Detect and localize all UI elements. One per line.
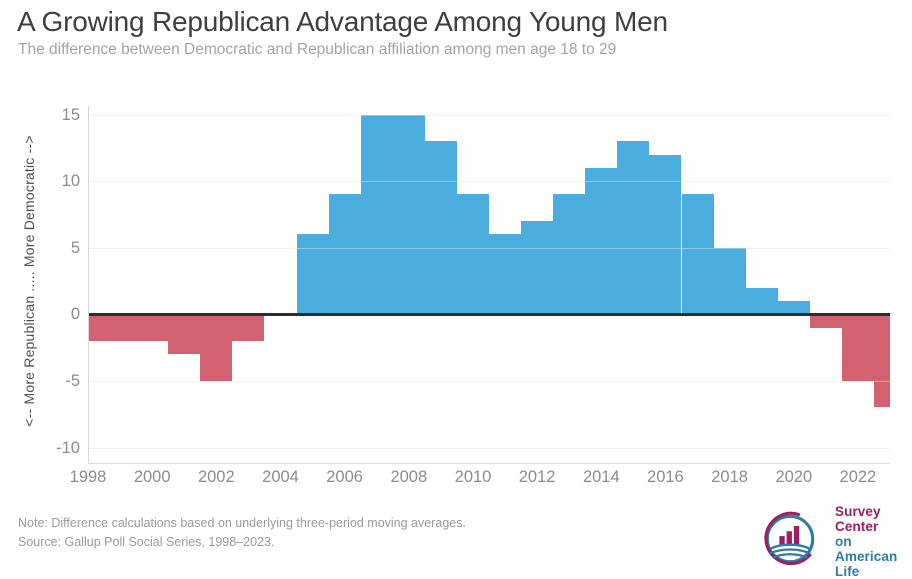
- bar-2016: [649, 154, 682, 315]
- bar-2014: [585, 167, 618, 315]
- x-tick-label-2010: 2010: [454, 468, 492, 486]
- bar-1998: [88, 314, 104, 341]
- logo-text: Survey Center on American Life: [835, 504, 912, 579]
- note-text: Note: Difference calculations based on u…: [18, 516, 466, 530]
- bar-2007: [360, 114, 393, 315]
- footer-notes: Note: Difference calculations based on u…: [18, 514, 466, 552]
- y-tick-label-5: 5: [70, 238, 80, 257]
- gridline-y10: [88, 181, 890, 183]
- x-tick-label-2006: 2006: [326, 468, 363, 486]
- bar-2017: [681, 194, 714, 315]
- bar-2013: [553, 194, 586, 315]
- gridline-y15: [88, 114, 890, 116]
- x-tick-label-2018: 2018: [711, 468, 748, 486]
- bar-2008: [392, 114, 425, 315]
- bar-chart-circle-logo-icon: [761, 510, 819, 573]
- bar-2005: [296, 234, 329, 315]
- survey-center-logo: Survey Center on American Life: [761, 504, 912, 579]
- y-axis-title: <-- More Republican ..... More Democrati…: [21, 135, 37, 427]
- bar-2001: [168, 314, 201, 355]
- bar-2010: [456, 194, 489, 315]
- gridline-over-y5: [88, 247, 890, 249]
- x-tick-label-2002: 2002: [197, 468, 235, 486]
- x-tick-label-2020: 2020: [775, 468, 813, 486]
- bar-2002: [200, 314, 233, 381]
- x-tick-label-2014: 2014: [582, 468, 620, 486]
- y-tick-label-0: 0: [70, 305, 80, 324]
- bar-2018: [713, 247, 746, 315]
- bar-2022: [841, 314, 874, 381]
- x-tick-label-2022: 2022: [839, 468, 877, 486]
- x-tick-label-2008: 2008: [390, 468, 428, 486]
- x-axis-line: [88, 463, 890, 464]
- bar-2009: [424, 141, 457, 315]
- logo-text-line2: on American Life: [835, 534, 898, 579]
- page-title: A Growing Republican Advantage Among You…: [17, 6, 668, 37]
- bar-2012: [521, 221, 554, 315]
- x-tick-label-2016: 2016: [647, 468, 684, 486]
- x-tick-label-1998: 1998: [69, 468, 107, 486]
- logo-text-line1: Survey Center: [835, 504, 881, 534]
- y-tick-label-10: 10: [61, 172, 80, 191]
- x-tick-label-2012: 2012: [518, 468, 556, 486]
- bar-2019: [745, 287, 778, 315]
- bar-2015: [617, 141, 650, 315]
- bar-2021: [809, 314, 842, 328]
- gridline-over-y15: [88, 114, 890, 116]
- y-tick-label-15: 15: [61, 105, 80, 124]
- page-subtitle: The difference between Democratic and Re…: [18, 41, 617, 58]
- gridline-over-y-5: [88, 380, 890, 382]
- source-text: Source: Gallup Poll Social Series, 1998–…: [18, 535, 275, 549]
- gridline-y-5: [88, 380, 890, 382]
- y-axis-line: [88, 106, 89, 463]
- x-tick-label-2004: 2004: [262, 468, 299, 486]
- bar-2000: [136, 314, 169, 341]
- chart-header: A Growing Republican Advantage Among You…: [17, 6, 877, 59]
- y-tick-label--10: -10: [56, 438, 80, 457]
- bar-1999: [104, 314, 137, 341]
- bar-2020: [777, 301, 810, 315]
- y-tick-label--5: -5: [65, 371, 80, 390]
- bar-2003: [232, 314, 265, 341]
- gridline-y-10: [88, 447, 890, 449]
- zero-baseline: [88, 312, 890, 316]
- x-tick-label-2000: 2000: [133, 468, 171, 486]
- bar-2011: [489, 234, 522, 315]
- gridline-over-y-10: [88, 447, 890, 449]
- bar-2006: [328, 194, 361, 315]
- gridline-over-y10: [88, 181, 890, 183]
- bar-2023: [874, 314, 890, 408]
